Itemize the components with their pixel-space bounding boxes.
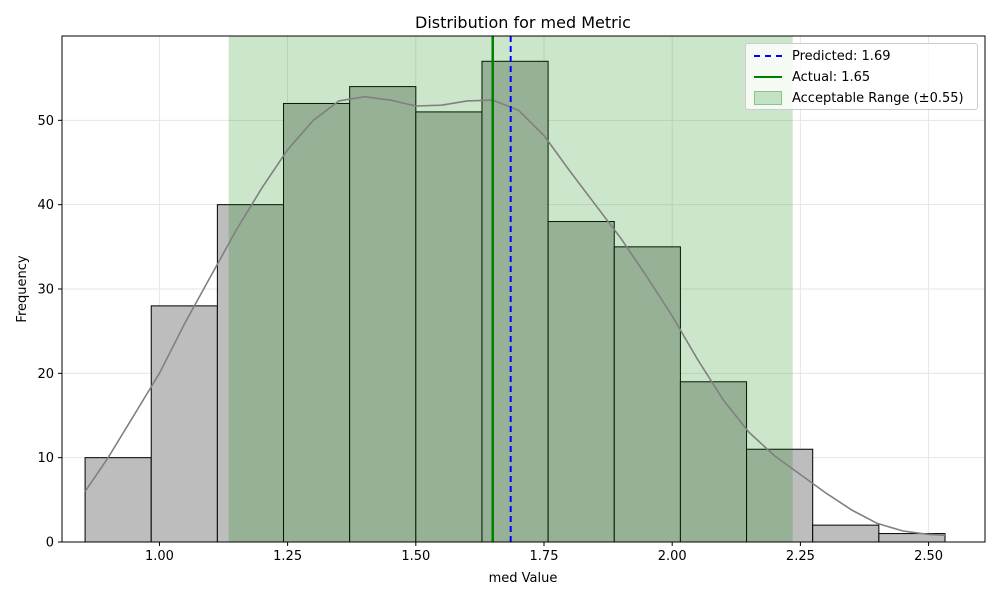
histogram-bar xyxy=(415,111,483,543)
legend-label-actual: Actual: 1.65 xyxy=(792,69,871,85)
histogram-bar xyxy=(150,305,218,543)
y-tick-label: 30 xyxy=(37,283,54,298)
x-tick-label: 2.50 xyxy=(914,549,943,564)
reference-lines xyxy=(491,36,512,542)
y-tick-label: 40 xyxy=(37,198,54,213)
y-tick-label: 0 xyxy=(46,536,54,551)
histogram-bar xyxy=(812,524,880,543)
x-tick-label: 2.00 xyxy=(658,549,687,564)
legend-item-range: Acceptable Range (±0.55) xyxy=(754,88,964,108)
x-tick-label: 2.25 xyxy=(786,549,815,564)
y-axis-ticks: 0 10 20 30 40 50 xyxy=(37,114,62,551)
legend: Predicted: 1.69 Actual: 1.65 Acceptable … xyxy=(745,43,978,110)
histogram-bar xyxy=(216,204,285,543)
histogram-bar xyxy=(84,457,152,543)
histogram-bar xyxy=(679,381,748,543)
legend-label-range: Acceptable Range (±0.55) xyxy=(792,90,964,106)
x-axis-ticks: 1.00 1.25 1.50 1.75 2.00 2.25 2.50 xyxy=(145,542,943,564)
x-axis-label: med Value xyxy=(489,571,558,586)
y-tick-label: 20 xyxy=(37,367,54,382)
histogram-bar xyxy=(547,221,615,543)
actual-swatch xyxy=(754,70,782,84)
y-axis-label: Frequency xyxy=(15,255,30,322)
kde-curve xyxy=(84,95,946,537)
x-tick-label: 1.25 xyxy=(273,549,302,564)
legend-item-actual: Actual: 1.65 xyxy=(754,67,870,87)
y-tick-label: 50 xyxy=(37,114,54,129)
x-tick-label: 1.00 xyxy=(145,549,174,564)
y-tick-label: 10 xyxy=(37,451,54,466)
predicted-swatch xyxy=(754,49,782,63)
x-tick-label: 1.75 xyxy=(530,549,559,564)
chart-title: Distribution for med Metric xyxy=(415,13,631,32)
histogram-bar xyxy=(283,102,351,543)
range-swatch xyxy=(754,91,782,105)
histogram-bar xyxy=(746,448,814,543)
kde-line xyxy=(84,95,946,537)
legend-item-predicted: Predicted: 1.69 xyxy=(754,46,890,66)
legend-label-predicted: Predicted: 1.69 xyxy=(792,48,891,64)
x-tick-label: 1.50 xyxy=(401,549,430,564)
